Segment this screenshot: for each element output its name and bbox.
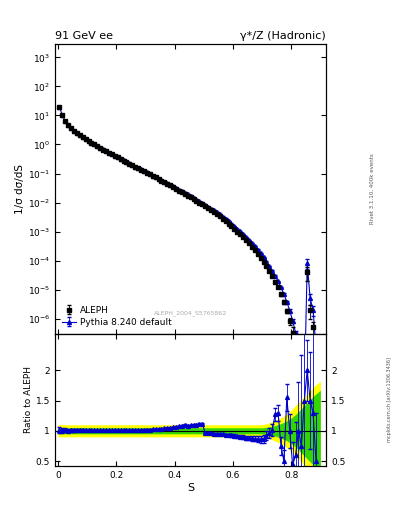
Text: γ*/Z (Hadronic): γ*/Z (Hadronic) (241, 31, 326, 41)
Y-axis label: Ratio to ALEPH: Ratio to ALEPH (24, 367, 33, 434)
Legend: ALEPH, Pythia 8.240 default: ALEPH, Pythia 8.240 default (59, 303, 175, 329)
Text: 91 GeV ee: 91 GeV ee (55, 31, 113, 41)
Y-axis label: Rivet 3.1.10, 400k events: Rivet 3.1.10, 400k events (370, 154, 375, 224)
Y-axis label: mcplots.cern.ch [arXiv:1306.3436]: mcplots.cern.ch [arXiv:1306.3436] (387, 357, 392, 442)
Y-axis label: 1/σ dσ/dS: 1/σ dσ/dS (15, 164, 25, 214)
X-axis label: S: S (187, 482, 194, 493)
Text: ALEPH_2004_S5765862: ALEPH_2004_S5765862 (154, 311, 227, 316)
